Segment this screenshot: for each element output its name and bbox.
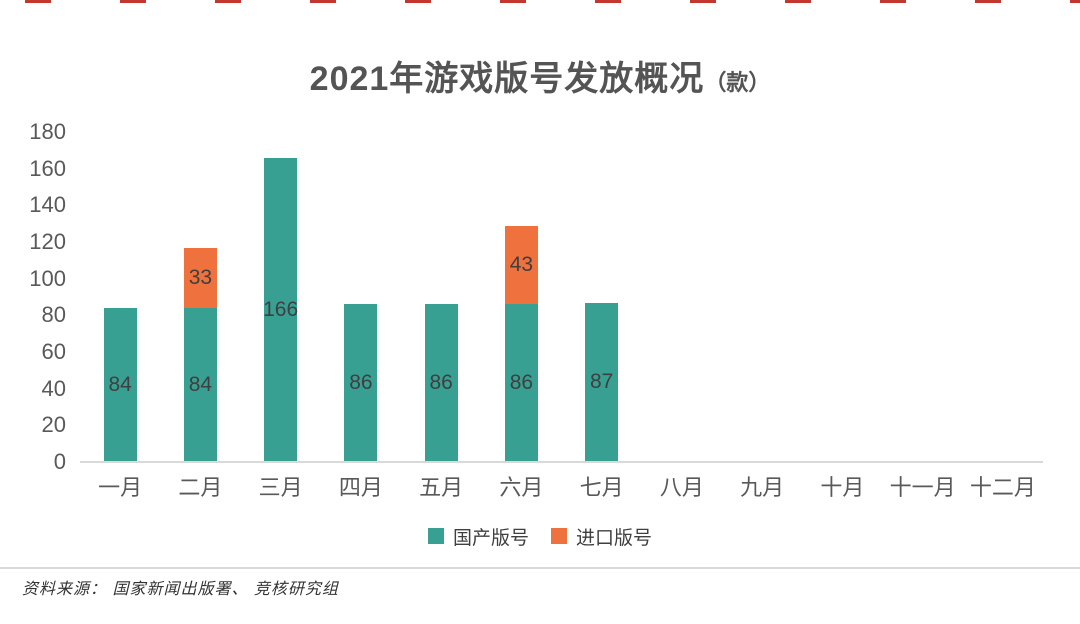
y-tick-label: 140 [29, 192, 66, 218]
bar-value-label: 84 [108, 373, 132, 396]
chart-title: 2021年游戏版号发放概况（款） [0, 56, 1080, 102]
legend: 国产版号 进口版号 [0, 522, 1080, 550]
y-tick-label: 40 [41, 375, 66, 401]
x-axis-label: 七月 [579, 475, 624, 500]
legend-label: 进口版号 [576, 527, 653, 549]
x-axis-label: 五月 [419, 475, 464, 500]
bar-segment: 166 [263, 157, 299, 462]
chart-title-unit: （款） [704, 70, 771, 95]
legend-label: 国产版号 [452, 527, 529, 549]
footer-divider [0, 567, 1080, 569]
y-tick-label: 160 [29, 155, 66, 181]
x-axis-label: 十月 [820, 475, 865, 500]
y-tick-label: 100 [29, 265, 66, 291]
bar-segment: 33 [183, 247, 217, 308]
bar-segment: 86 [424, 304, 458, 462]
bar-segment: 84 [103, 308, 137, 462]
legend-swatch-icon [427, 528, 444, 544]
bar-value-label: 86 [429, 371, 453, 395]
x-axis-baseline [80, 461, 1043, 463]
bar-value-label: 166 [263, 297, 299, 321]
bar-segment: 84 [183, 308, 217, 462]
y-tick-label: 60 [41, 339, 66, 364]
legend-swatch-icon [551, 528, 567, 544]
bar-segment: 86 [344, 304, 378, 462]
bar-segment: 43 [504, 225, 538, 305]
y-tick-label: 0 [53, 449, 66, 474]
x-axis-label: 十二月 [969, 475, 1036, 500]
bar-value-label: 86 [349, 371, 373, 395]
source-note: 资料来源： 国家新闻出版署、 竞核研究组 [22, 581, 339, 598]
x-axis-label: 一月 [98, 475, 143, 500]
bar-value-label: 84 [188, 373, 213, 396]
x-axis-label: 二月 [178, 475, 223, 500]
x-axis-label: 四月 [338, 475, 383, 500]
top-dashed-border [0, 0, 1080, 3]
legend-item: 进口版号 [551, 523, 652, 550]
x-axis-label: 八月 [659, 475, 704, 500]
chart-title-text: 2021年游戏版号发放概况 [309, 60, 705, 98]
bar-segment: 86 [504, 304, 538, 462]
bar-value-label: 33 [188, 265, 213, 289]
y-tick-label: 80 [41, 302, 66, 328]
x-axis-label: 九月 [740, 475, 785, 500]
bar-segment: 87 [585, 302, 619, 462]
x-axis-label: 十一月 [889, 475, 956, 500]
x-axis-label: 三月 [258, 475, 303, 500]
y-tick-label: 120 [29, 229, 66, 254]
y-tick-label: 180 [29, 119, 66, 144]
y-tick-label: 20 [41, 412, 66, 438]
legend-item: 国产版号 [427, 523, 529, 550]
bar-value-label: 86 [509, 371, 534, 395]
bar-value-label: 43 [509, 252, 534, 276]
x-axis-label: 六月 [499, 475, 544, 500]
bar-value-label: 87 [589, 370, 614, 394]
